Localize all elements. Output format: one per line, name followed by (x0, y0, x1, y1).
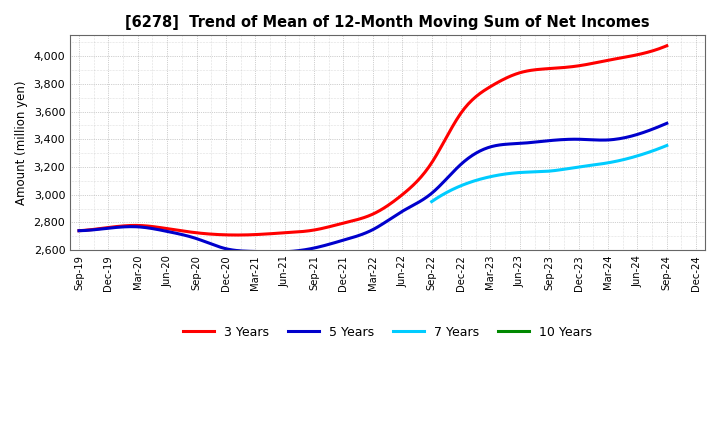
5 Years (609, 137, 618, 142)
5 Years (75, 228, 84, 233)
3 Years (425, 164, 433, 169)
5 Years (425, 193, 433, 198)
7 Years (626, 155, 634, 161)
3 Years (662, 43, 671, 48)
Line: 5 Years: 5 Years (79, 123, 667, 252)
Legend: 3 Years, 5 Years, 7 Years, 10 Years: 3 Years, 5 Years, 7 Years, 10 Years (178, 321, 598, 344)
5 Years (662, 121, 671, 126)
7 Years (662, 143, 671, 148)
5 Years (426, 191, 435, 197)
3 Years (572, 63, 581, 69)
7 Years (428, 199, 436, 204)
7 Years (571, 165, 580, 170)
Line: 7 Years: 7 Years (432, 146, 667, 202)
Line: 3 Years: 3 Years (79, 46, 667, 235)
3 Years (426, 161, 435, 167)
7 Years (428, 198, 437, 204)
7 Years (641, 151, 649, 156)
Y-axis label: Amount (million yen): Amount (million yen) (15, 81, 28, 205)
Title: [6278]  Trend of Mean of 12-Month Moving Sum of Net Incomes: [6278] Trend of Mean of 12-Month Moving … (125, 15, 650, 30)
7 Years (567, 165, 576, 171)
7 Years (567, 165, 575, 171)
5 Years (76, 228, 85, 233)
3 Years (436, 145, 445, 150)
3 Years (609, 57, 618, 62)
5 Years (271, 249, 280, 255)
5 Years (572, 136, 581, 142)
3 Years (76, 228, 85, 233)
5 Years (436, 182, 445, 187)
3 Years (75, 228, 84, 233)
3 Years (232, 232, 240, 238)
